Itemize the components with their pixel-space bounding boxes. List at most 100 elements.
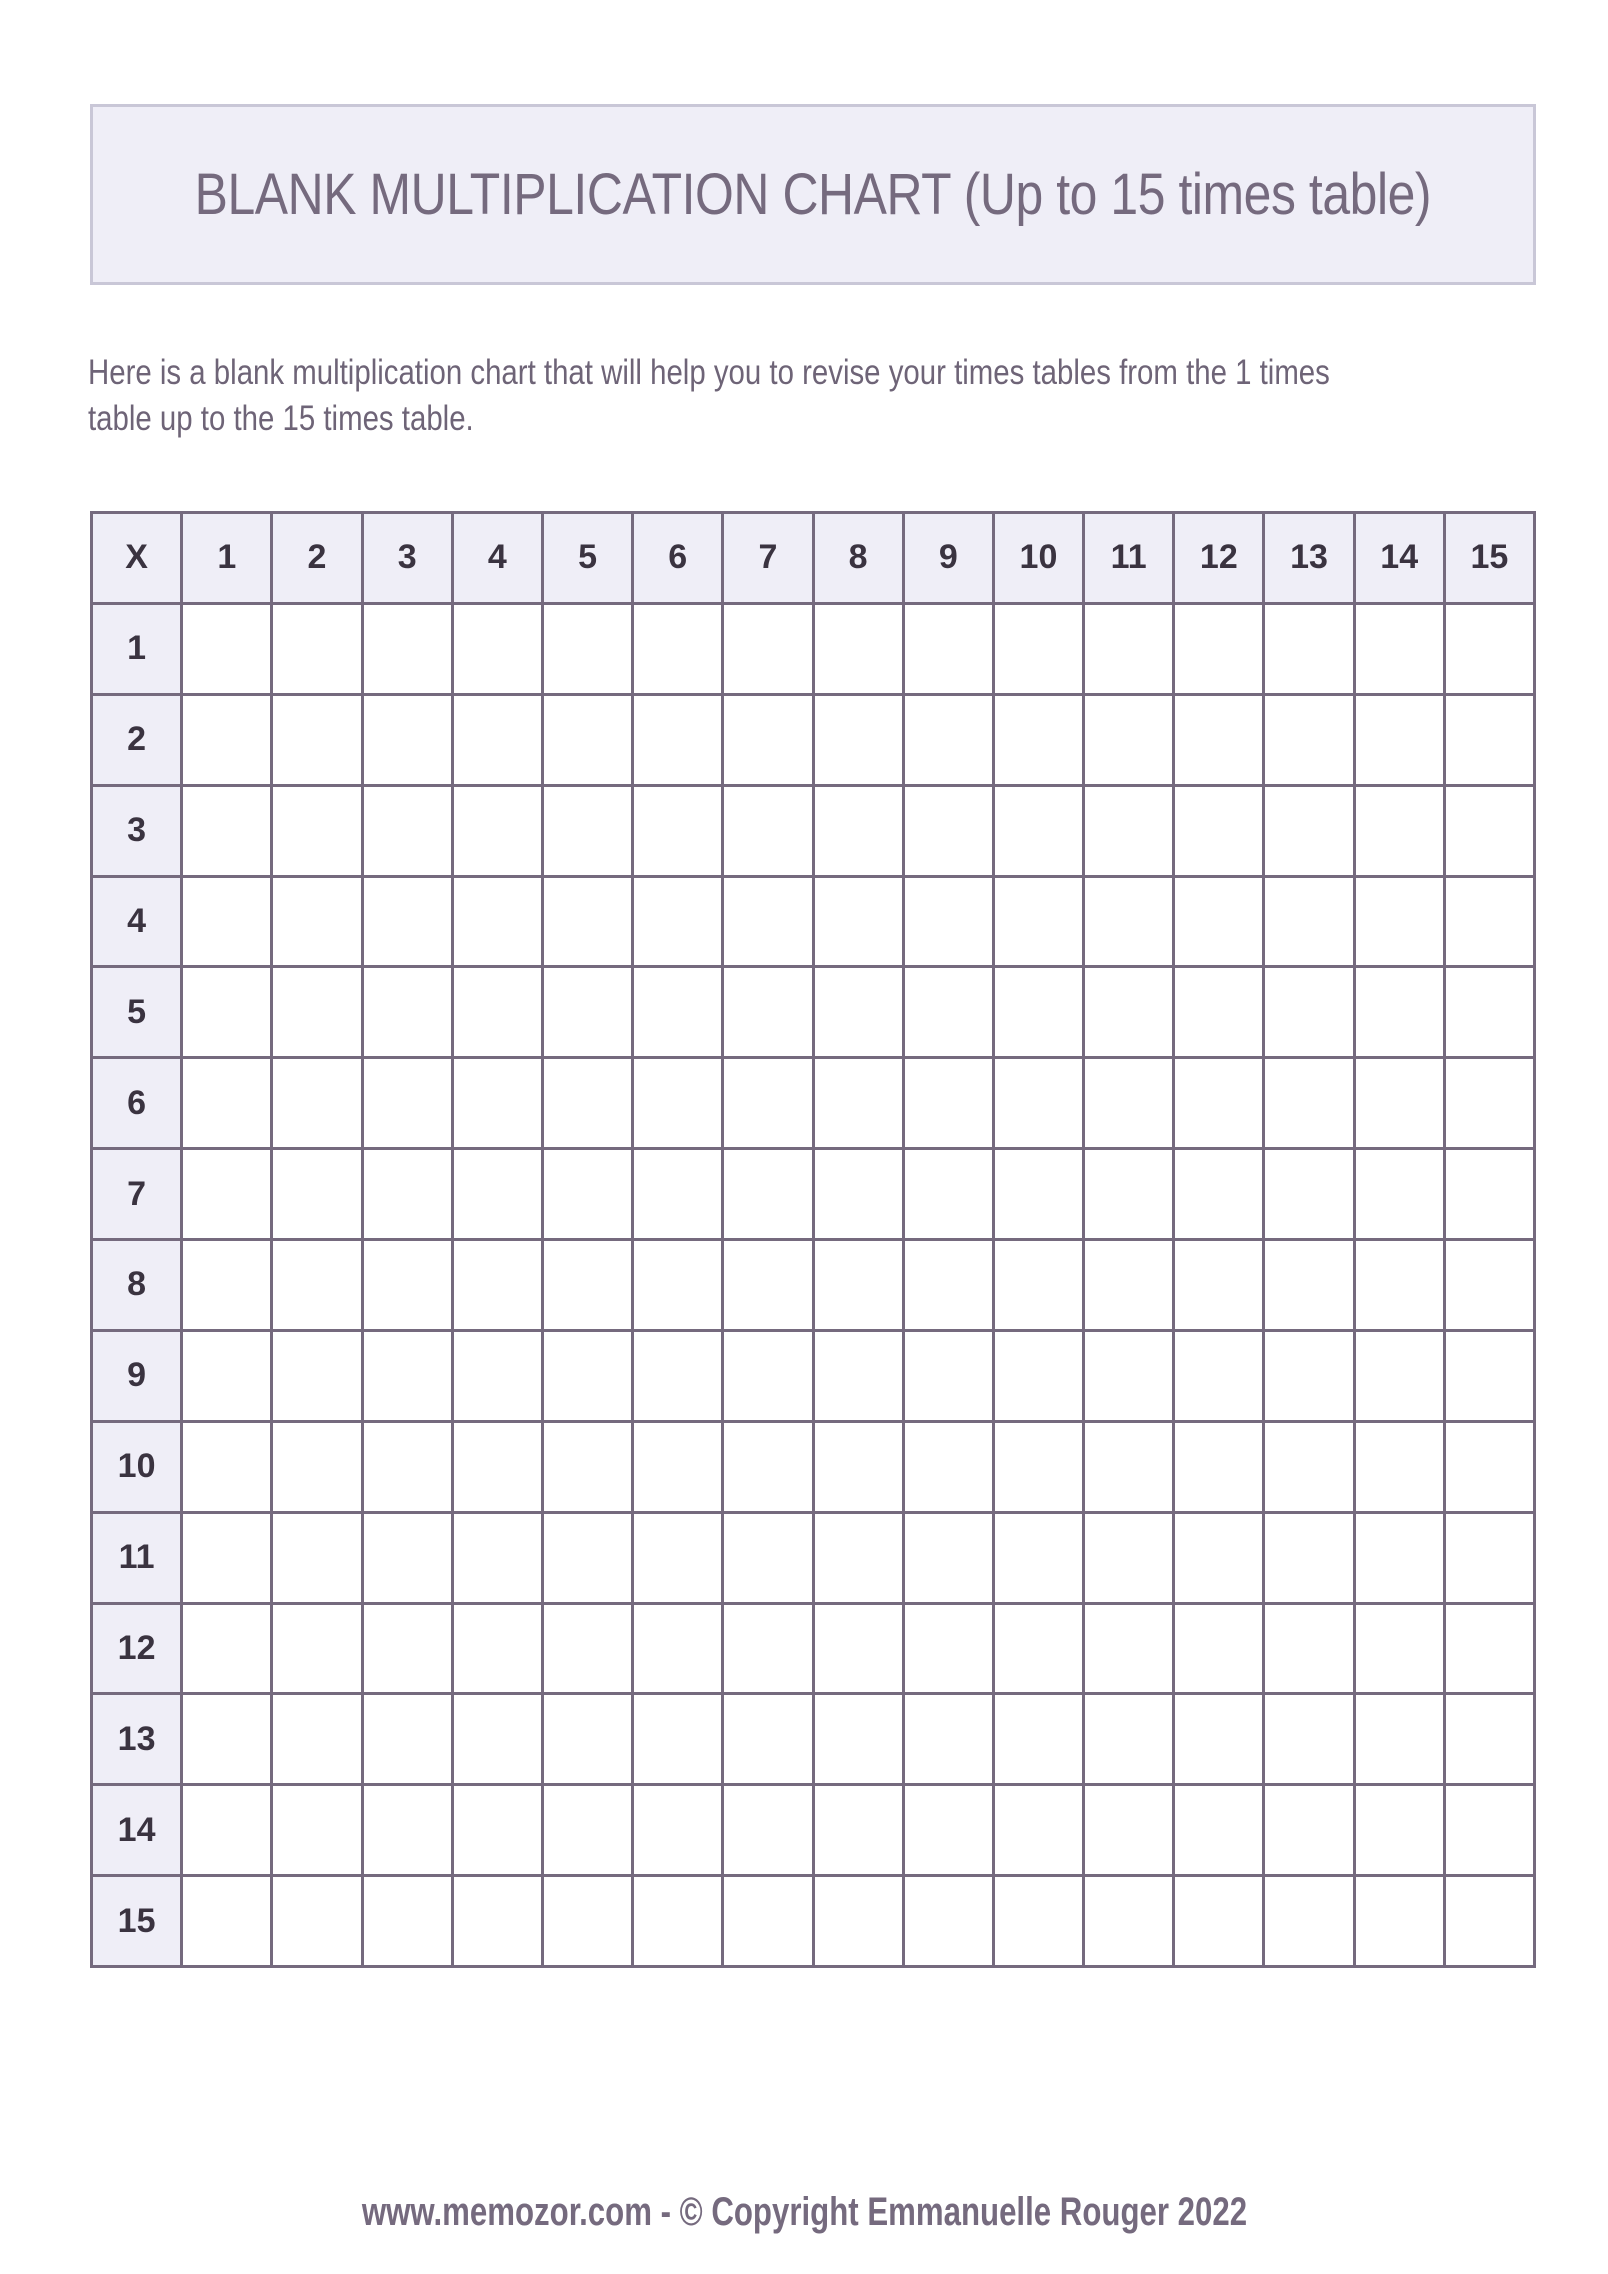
- answer-cell[interactable]: [540, 1874, 635, 1968]
- answer-cell[interactable]: [991, 1419, 1086, 1514]
- answer-cell[interactable]: [360, 965, 454, 1060]
- answer-cell[interactable]: [721, 1692, 815, 1787]
- answer-cell[interactable]: [180, 1419, 274, 1514]
- answer-cell[interactable]: [1082, 1238, 1176, 1332]
- answer-cell[interactable]: [1082, 1419, 1176, 1514]
- answer-cell[interactable]: [360, 1328, 454, 1423]
- answer-cell[interactable]: [1082, 965, 1176, 1060]
- answer-cell[interactable]: [811, 1601, 905, 1696]
- answer-cell[interactable]: [811, 874, 905, 969]
- answer-cell[interactable]: [991, 1147, 1086, 1241]
- answer-cell[interactable]: [1352, 1056, 1446, 1151]
- answer-cell[interactable]: [1352, 1692, 1446, 1787]
- answer-cell[interactable]: [1442, 783, 1537, 878]
- answer-cell[interactable]: [1442, 1601, 1537, 1696]
- answer-cell[interactable]: [540, 965, 635, 1060]
- answer-cell[interactable]: [1352, 965, 1446, 1060]
- answer-cell[interactable]: [721, 1783, 815, 1878]
- answer-cell[interactable]: [991, 965, 1086, 1060]
- answer-cell[interactable]: [270, 965, 364, 1060]
- answer-cell[interactable]: [1082, 1601, 1176, 1696]
- answer-cell[interactable]: [540, 1692, 635, 1787]
- answer-cell[interactable]: [1262, 1783, 1356, 1878]
- answer-cell[interactable]: [991, 1874, 1086, 1968]
- answer-cell[interactable]: [1082, 874, 1176, 969]
- answer-cell[interactable]: [1172, 601, 1266, 696]
- answer-cell[interactable]: [1262, 874, 1356, 969]
- answer-cell[interactable]: [180, 1783, 274, 1878]
- answer-cell[interactable]: [1262, 1510, 1356, 1605]
- answer-cell[interactable]: [1172, 874, 1266, 969]
- answer-cell[interactable]: [1262, 1601, 1356, 1696]
- answer-cell[interactable]: [360, 601, 454, 696]
- answer-cell[interactable]: [540, 783, 635, 878]
- answer-cell[interactable]: [1352, 1601, 1446, 1696]
- answer-cell[interactable]: [180, 601, 274, 696]
- answer-cell[interactable]: [1352, 1147, 1446, 1241]
- answer-cell[interactable]: [450, 1238, 544, 1332]
- answer-cell[interactable]: [811, 1238, 905, 1332]
- answer-cell[interactable]: [1262, 1056, 1356, 1151]
- answer-cell[interactable]: [721, 1056, 815, 1151]
- answer-cell[interactable]: [721, 692, 815, 787]
- answer-cell[interactable]: [360, 1692, 454, 1787]
- answer-cell[interactable]: [721, 1147, 815, 1241]
- answer-cell[interactable]: [901, 601, 995, 696]
- answer-cell[interactable]: [540, 692, 635, 787]
- answer-cell[interactable]: [270, 1056, 364, 1151]
- answer-cell[interactable]: [450, 874, 544, 969]
- answer-cell[interactable]: [811, 601, 905, 696]
- answer-cell[interactable]: [270, 601, 364, 696]
- answer-cell[interactable]: [1262, 692, 1356, 787]
- answer-cell[interactable]: [1262, 1874, 1356, 1968]
- answer-cell[interactable]: [1172, 1238, 1266, 1332]
- answer-cell[interactable]: [360, 1874, 454, 1968]
- answer-cell[interactable]: [1082, 692, 1176, 787]
- answer-cell[interactable]: [991, 783, 1086, 878]
- answer-cell[interactable]: [270, 1692, 364, 1787]
- answer-cell[interactable]: [540, 1601, 635, 1696]
- answer-cell[interactable]: [991, 1238, 1086, 1332]
- answer-cell[interactable]: [540, 1419, 635, 1514]
- answer-cell[interactable]: [1262, 783, 1356, 878]
- answer-cell[interactable]: [1172, 1783, 1266, 1878]
- answer-cell[interactable]: [631, 1328, 725, 1423]
- answer-cell[interactable]: [1172, 1328, 1266, 1423]
- answer-cell[interactable]: [540, 1328, 635, 1423]
- answer-cell[interactable]: [1082, 783, 1176, 878]
- answer-cell[interactable]: [180, 1328, 274, 1423]
- answer-cell[interactable]: [270, 874, 364, 969]
- answer-cell[interactable]: [180, 1510, 274, 1605]
- answer-cell[interactable]: [270, 1783, 364, 1878]
- answer-cell[interactable]: [450, 692, 544, 787]
- answer-cell[interactable]: [270, 1601, 364, 1696]
- answer-cell[interactable]: [540, 1510, 635, 1605]
- answer-cell[interactable]: [1442, 965, 1537, 1060]
- answer-cell[interactable]: [450, 783, 544, 878]
- answer-cell[interactable]: [360, 1783, 454, 1878]
- answer-cell[interactable]: [1172, 783, 1266, 878]
- answer-cell[interactable]: [901, 1692, 995, 1787]
- answer-cell[interactable]: [721, 1328, 815, 1423]
- answer-cell[interactable]: [1442, 1783, 1537, 1878]
- answer-cell[interactable]: [721, 1874, 815, 1968]
- answer-cell[interactable]: [180, 1147, 274, 1241]
- answer-cell[interactable]: [270, 783, 364, 878]
- answer-cell[interactable]: [1172, 1510, 1266, 1605]
- answer-cell[interactable]: [631, 874, 725, 969]
- answer-cell[interactable]: [631, 1692, 725, 1787]
- answer-cell[interactable]: [270, 1874, 364, 1968]
- answer-cell[interactable]: [901, 874, 995, 969]
- answer-cell[interactable]: [270, 1328, 364, 1423]
- answer-cell[interactable]: [360, 1601, 454, 1696]
- answer-cell[interactable]: [540, 601, 635, 696]
- answer-cell[interactable]: [991, 1783, 1086, 1878]
- answer-cell[interactable]: [450, 1692, 544, 1787]
- answer-cell[interactable]: [1172, 965, 1266, 1060]
- answer-cell[interactable]: [360, 1238, 454, 1332]
- answer-cell[interactable]: [631, 1147, 725, 1241]
- answer-cell[interactable]: [631, 1510, 725, 1605]
- answer-cell[interactable]: [811, 965, 905, 1060]
- answer-cell[interactable]: [991, 1510, 1086, 1605]
- answer-cell[interactable]: [1082, 1147, 1176, 1241]
